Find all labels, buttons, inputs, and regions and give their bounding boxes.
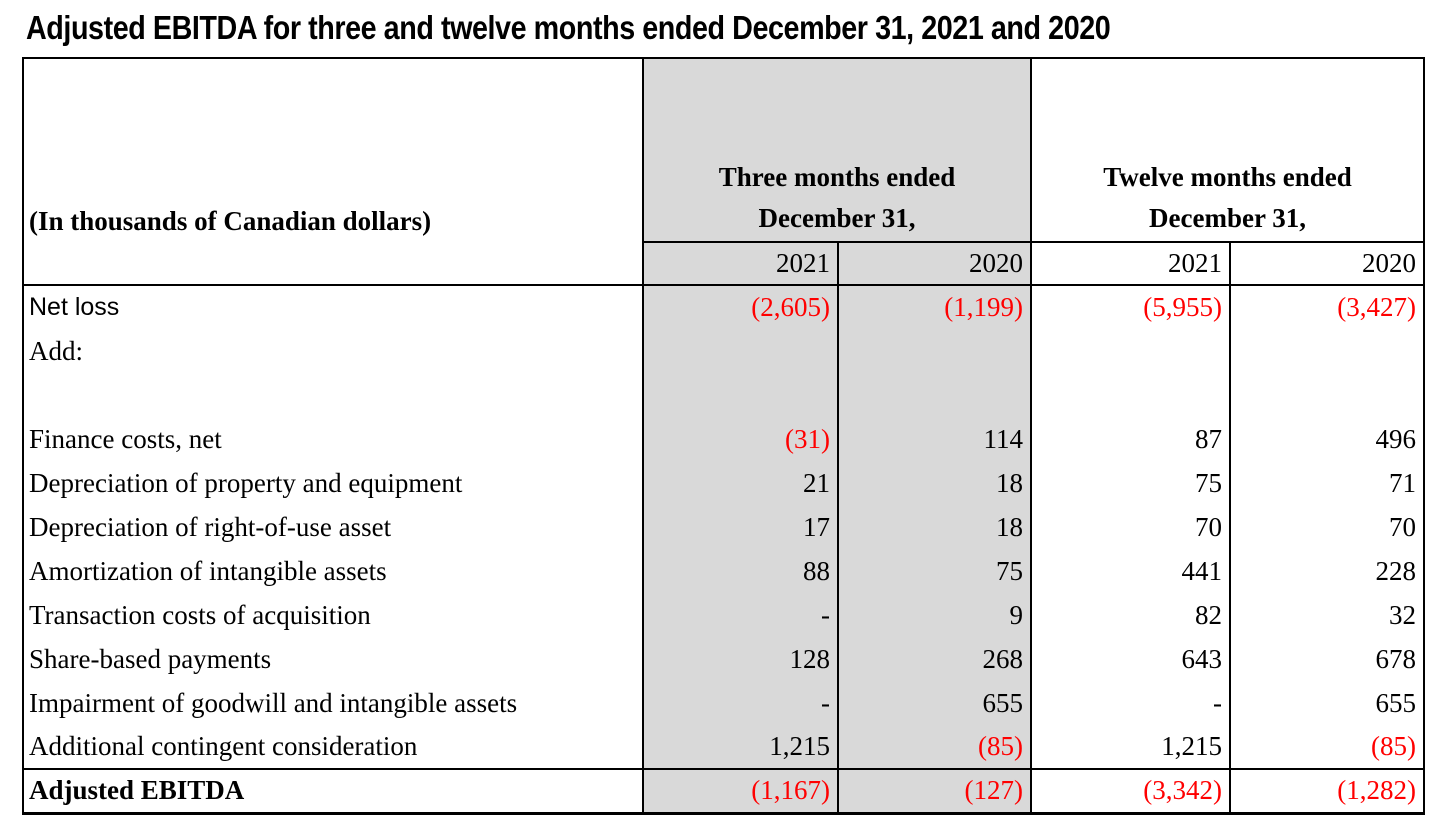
table-row: Depreciation of right-of-use asset 17 18 70… [23, 505, 1425, 549]
table-row [23, 373, 1425, 417]
table-row: Amortization of intangible assets 88 75 441… [23, 549, 1425, 593]
cell-value: 71 [1228, 461, 1425, 505]
units-label: (In thousands of Canadian dollars) [23, 58, 643, 286]
cell-value: 18 [837, 461, 1031, 505]
page: Adjusted EBITDA for three and twelve mon… [22, 9, 1426, 815]
year-header-3m-2021: 2021 [642, 242, 838, 286]
table-row: Impairment of goodwill and intangible as… [23, 681, 1425, 725]
row-label: Depreciation of property and equipment [29, 467, 463, 498]
cell-value: 1,215 [642, 725, 838, 769]
cell-value: (127) [837, 768, 1031, 813]
cell-value: (1,167) [642, 768, 838, 813]
cell-value: (3,427) [1228, 285, 1425, 329]
cell-value [642, 373, 838, 417]
cell-value: 655 [837, 681, 1031, 725]
group-label-line1: Twelve months ended [1103, 162, 1352, 192]
table-row: Net loss (2,605) (1,199) (5,955) (3,427) [23, 285, 1425, 329]
cell-value: - [642, 593, 838, 637]
table-row: Additional contingent consideration 1,215… [23, 725, 1425, 769]
row-label: Amortization of intangible assets [29, 555, 387, 586]
cell-value: (85) [1228, 725, 1425, 769]
cell-value: (1,199) [837, 285, 1031, 329]
cell-value: 17 [642, 505, 838, 549]
cell-value: 441 [1030, 549, 1230, 593]
cell-value: 70 [1228, 505, 1425, 549]
cell-value: - [642, 681, 838, 725]
row-label [23, 373, 643, 417]
cell-value: 128 [642, 637, 838, 681]
row-label: Transaction costs of acquisition [29, 599, 371, 630]
adjusted-ebitda-table: (In thousands of Canadian dollars) Three… [22, 57, 1426, 815]
cell-value: - [1030, 681, 1230, 725]
total-row: Adjusted EBITDA (1,167) (127) (3,342) (1,282… [23, 768, 1425, 813]
cell-value: 496 [1228, 417, 1425, 461]
group-header-row: (In thousands of Canadian dollars) Three… [23, 58, 1425, 286]
year-header-12m-2020: 2020 [1228, 242, 1425, 286]
row-label: Add: [29, 335, 83, 366]
table-row: Share-based payments 128 268 643 678 [23, 637, 1425, 681]
cell-value: (2,605) [642, 285, 838, 329]
cell-value [837, 373, 1031, 417]
cell-value: 75 [837, 549, 1031, 593]
cell-value: 87 [1030, 417, 1230, 461]
cell-value: 268 [837, 637, 1031, 681]
table-row: Finance costs, net (31) 114 87 496 [23, 417, 1425, 461]
cell-value [1030, 373, 1230, 417]
cell-value: (3,342) [1030, 768, 1230, 813]
table-row: Transaction costs of acquisition -9 82 32 [23, 593, 1425, 637]
row-label: Share-based payments [29, 643, 272, 674]
cell-value: 1,215 [1030, 725, 1230, 769]
table-row: Add: [23, 329, 1425, 373]
group-label-line2: December 31, [758, 202, 916, 233]
year-header-3m-2020: 2020 [837, 242, 1031, 286]
page-title: Adjusted EBITDA for three and twelve mon… [26, 9, 1111, 46]
row-label: Depreciation of right-of-use asset [29, 511, 392, 542]
cell-value: 9 [837, 593, 1031, 637]
cell-value: 21 [642, 461, 838, 505]
row-label: Finance costs, net [29, 423, 222, 454]
table-row: Depreciation of property and equipment 21… [23, 461, 1425, 505]
cell-value: 655 [1228, 681, 1425, 725]
row-label: Net loss [29, 293, 120, 321]
cell-value: 18 [837, 505, 1031, 549]
cell-value [642, 329, 838, 373]
cell-value [1030, 329, 1230, 373]
column-group-three-months: Three months ended December 31, [642, 58, 1031, 243]
cell-value: (31) [642, 417, 838, 461]
cell-value: 228 [1228, 549, 1425, 593]
cell-value: 32 [1228, 593, 1425, 637]
group-label-line2: December 31, [1149, 202, 1306, 233]
cell-value: 75 [1030, 461, 1230, 505]
cell-value: 70 [1030, 505, 1230, 549]
cell-value: 678 [1228, 637, 1425, 681]
cell-value: 82 [1030, 593, 1230, 637]
row-label: Adjusted EBITDA [23, 768, 643, 813]
cell-value [837, 329, 1031, 373]
cell-value: (1,282) [1228, 768, 1425, 813]
group-label-line1: Three months ended [718, 162, 956, 192]
column-group-twelve-months: Twelve months ended December 31, [1029, 58, 1425, 243]
row-label: Additional contingent consideration [29, 731, 418, 761]
cell-value: 88 [642, 549, 838, 593]
cell-value [1228, 373, 1425, 417]
cell-value: 643 [1030, 637, 1230, 681]
row-label: Impairment of goodwill and intangible as… [29, 687, 518, 718]
cell-value: (5,955) [1030, 285, 1230, 329]
cell-value: (85) [837, 725, 1031, 769]
year-header-12m-2021: 2021 [1030, 242, 1230, 286]
year-header-row: 2021 2020 2021 2020 [23, 242, 1425, 286]
table-body: Net loss (2,605) (1,199) (5,955) (3,427) Add:… [23, 285, 1425, 813]
cell-value: 114 [837, 417, 1031, 461]
cell-value [1228, 329, 1425, 373]
